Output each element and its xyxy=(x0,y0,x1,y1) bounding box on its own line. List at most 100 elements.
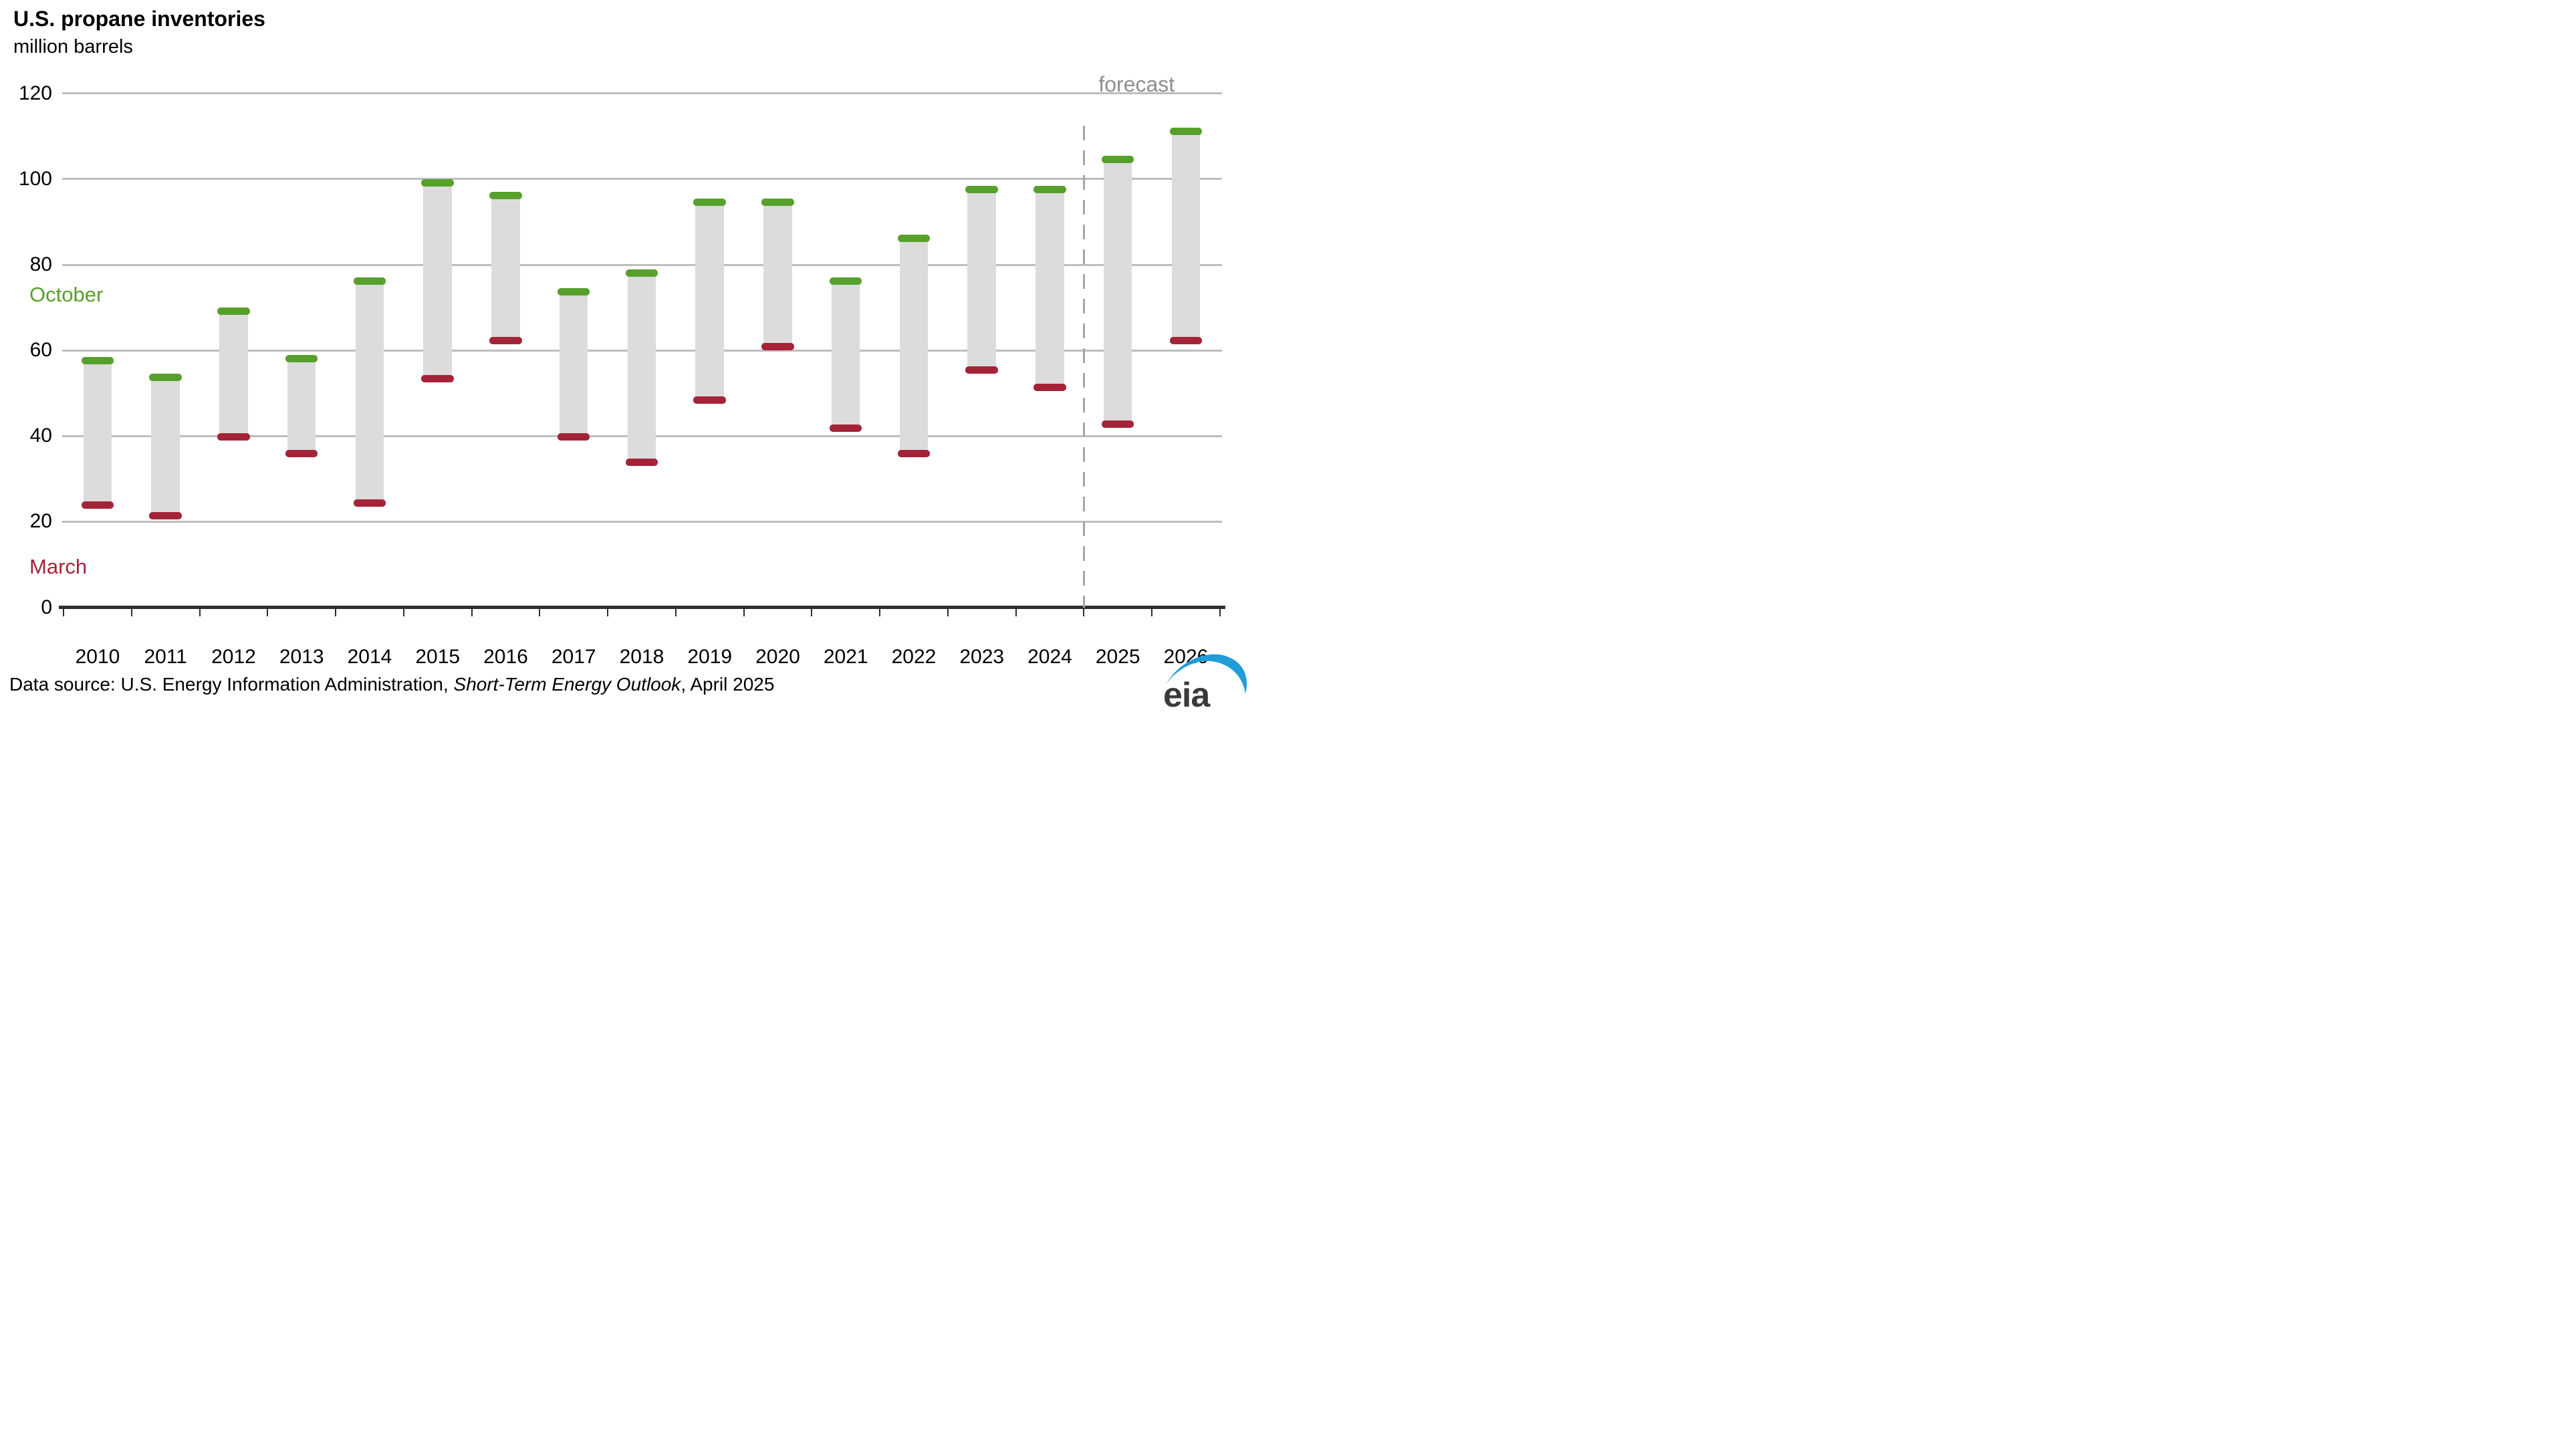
plot-area: 0 20 40 60 80 100 120 2010 2011 2012 2013 2014 2015 2… xyxy=(0,0,1284,728)
march-marker-2015 xyxy=(421,375,454,383)
y-tick-label-40: 40 xyxy=(29,424,52,447)
x-axis-tick xyxy=(335,608,337,616)
march-marker-2019 xyxy=(693,396,726,404)
x-tick-label-2015: 2015 xyxy=(415,646,461,668)
range-bar-2024 xyxy=(1035,185,1064,392)
y-tick-label-100: 100 xyxy=(18,167,52,190)
range-bar-2011 xyxy=(151,374,180,520)
range-bar-2016 xyxy=(491,192,520,344)
october-marker-2017 xyxy=(557,288,590,296)
x-tick-label-2012: 2012 xyxy=(211,646,256,668)
x-tick-label-2022: 2022 xyxy=(891,646,937,668)
y-tick-label-120: 120 xyxy=(18,82,52,104)
march-marker-2013 xyxy=(285,450,318,458)
x-tick-label-2025: 2025 xyxy=(1095,646,1140,668)
march-marker-2021 xyxy=(829,424,862,432)
x-axis-line xyxy=(59,606,1225,610)
october-marker-2021 xyxy=(829,277,862,285)
x-tick-label-2019: 2019 xyxy=(687,646,733,668)
range-bar-2021 xyxy=(831,277,860,432)
x-tick-label-2020: 2020 xyxy=(755,646,800,668)
source-prefix: Data source: U.S. Energy Information Adm… xyxy=(9,674,454,695)
gridline-120 xyxy=(62,92,1222,95)
forecast-divider-dashed-line xyxy=(1082,126,1085,608)
october-series-label: October xyxy=(29,282,104,306)
x-axis-tick xyxy=(402,608,404,616)
x-axis-tick xyxy=(879,608,881,616)
x-axis-tick xyxy=(1015,608,1017,616)
x-tick-label-2013: 2013 xyxy=(279,646,324,668)
source-suffix: , April 2025 xyxy=(681,674,775,695)
march-marker-2010 xyxy=(81,501,114,509)
october-marker-2023 xyxy=(965,185,998,193)
y-tick-label-60: 60 xyxy=(29,339,52,362)
range-bar-2023 xyxy=(967,185,996,374)
x-axis-tick xyxy=(539,608,541,616)
range-bar-2019 xyxy=(695,198,724,404)
range-bar-2010 xyxy=(83,356,112,509)
x-axis-tick xyxy=(199,608,201,616)
x-tick-label-2016: 2016 xyxy=(483,646,528,668)
x-axis-tick xyxy=(607,608,609,616)
range-bar-2022 xyxy=(899,235,929,458)
range-bar-2013 xyxy=(287,354,316,458)
x-axis-tick xyxy=(471,608,473,616)
x-axis-tick xyxy=(947,608,949,616)
chart-units-subtitle: million barrels xyxy=(13,36,133,57)
march-marker-2023 xyxy=(965,366,998,374)
march-marker-2016 xyxy=(489,336,522,344)
x-axis-tick xyxy=(63,608,65,616)
range-bar-2025 xyxy=(1103,155,1132,428)
x-axis-tick xyxy=(130,608,132,616)
march-marker-2022 xyxy=(897,450,931,458)
eia-logo-text: eia xyxy=(1163,676,1210,715)
range-bar-2018 xyxy=(627,269,656,467)
x-tick-label-2018: 2018 xyxy=(619,646,664,668)
gridline-80 xyxy=(62,263,1222,266)
x-tick-label-2021: 2021 xyxy=(823,646,868,668)
october-marker-2019 xyxy=(693,198,726,206)
x-tick-label-2017: 2017 xyxy=(551,646,596,668)
x-axis-tick xyxy=(675,608,677,616)
range-bar-2017 xyxy=(559,288,588,441)
march-marker-2014 xyxy=(353,499,386,507)
march-marker-2024 xyxy=(1033,384,1066,392)
x-axis-tick xyxy=(1219,608,1221,616)
source-publication: Short-Term Energy Outlook xyxy=(453,674,681,695)
march-marker-2018 xyxy=(625,459,658,467)
x-axis-tick xyxy=(267,608,269,616)
x-tick-label-2011: 2011 xyxy=(144,646,187,668)
range-bar-2020 xyxy=(763,198,792,351)
eia-logo-swoosh-icon xyxy=(1166,654,1247,694)
march-series-label: March xyxy=(29,554,88,578)
october-marker-2020 xyxy=(761,198,794,206)
october-marker-2013 xyxy=(285,354,318,362)
chart-title: U.S. propane inventories xyxy=(13,7,265,31)
october-marker-2015 xyxy=(421,178,454,187)
range-bar-2015 xyxy=(423,178,452,383)
march-marker-2011 xyxy=(149,512,182,520)
october-marker-2022 xyxy=(897,235,931,243)
range-bar-2014 xyxy=(355,277,384,507)
x-axis-tick xyxy=(743,608,745,616)
march-marker-2025 xyxy=(1101,420,1134,428)
october-marker-2018 xyxy=(625,269,658,277)
october-marker-2010 xyxy=(81,356,114,364)
october-marker-2025 xyxy=(1101,155,1134,163)
eia-logo: eia xyxy=(1162,650,1262,723)
october-marker-2024 xyxy=(1033,185,1066,193)
y-tick-label-80: 80 xyxy=(29,253,52,276)
october-marker-2011 xyxy=(149,374,182,382)
gridline-100 xyxy=(62,178,1222,180)
gridline-20 xyxy=(62,520,1222,523)
data-source-note: Data source: U.S. Energy Information Adm… xyxy=(9,674,774,695)
y-tick-label-0: 0 xyxy=(41,596,52,618)
forecast-label: forecast xyxy=(1098,72,1175,96)
october-marker-2012 xyxy=(217,308,250,316)
x-tick-label-2014: 2014 xyxy=(347,646,392,668)
propane-inventories-chart: U.S. propane inventories million barrels… xyxy=(0,0,1284,728)
march-marker-2017 xyxy=(557,433,590,441)
october-marker-2016 xyxy=(489,192,522,200)
y-tick-label-20: 20 xyxy=(29,510,52,533)
march-marker-2012 xyxy=(217,433,250,441)
